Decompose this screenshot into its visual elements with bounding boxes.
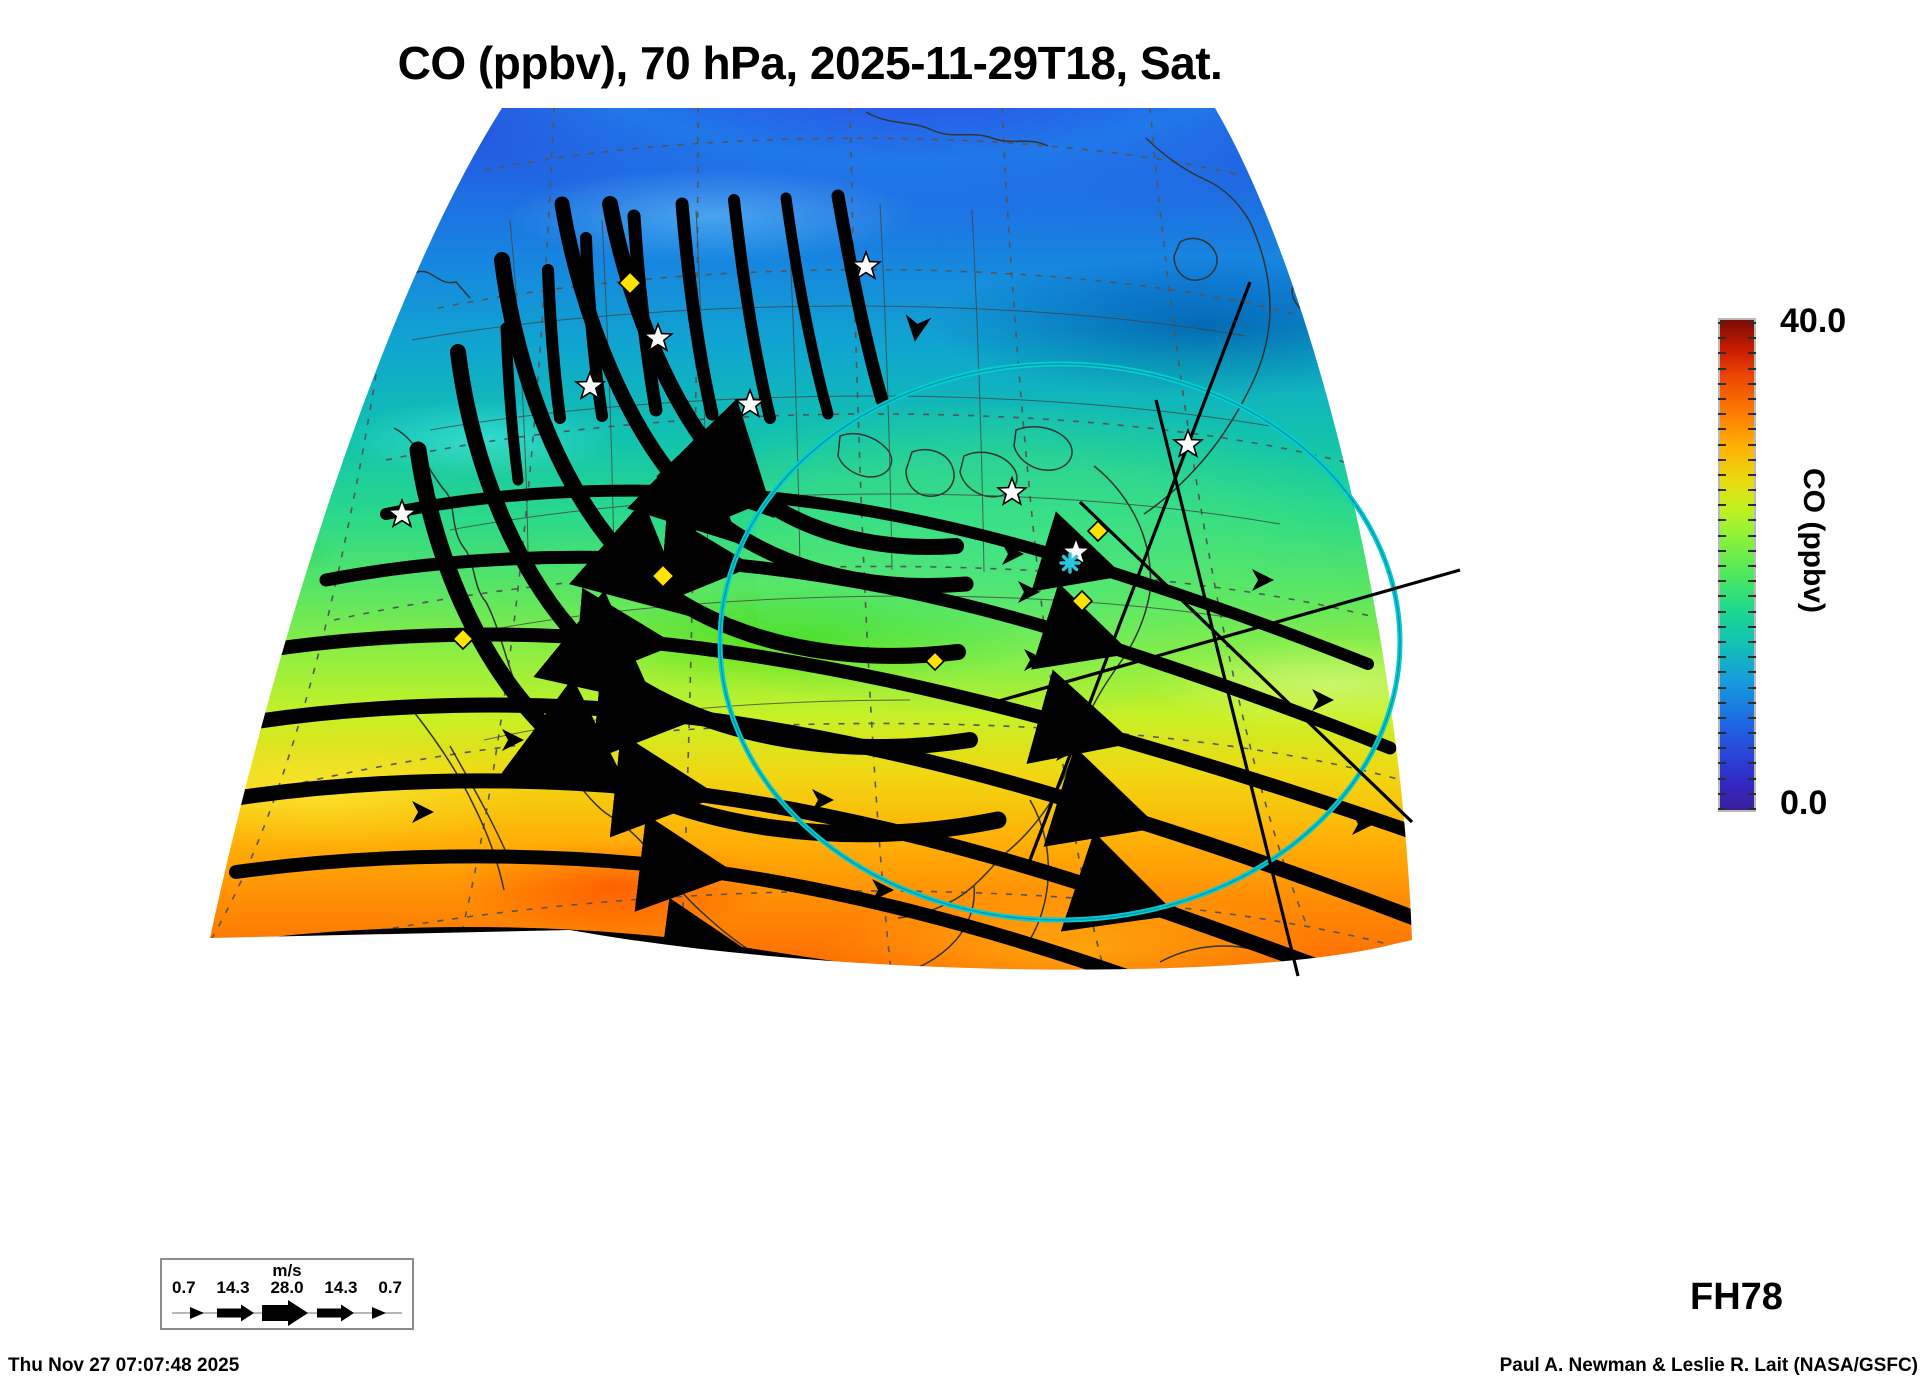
wind-scale-value: 14.3 xyxy=(324,1278,358,1297)
marker-diamond xyxy=(924,650,946,672)
colorbar-max-label: 40.0 xyxy=(1780,302,1847,340)
marker-diamond xyxy=(1070,589,1094,613)
wind-scale-legend: m/s 0.7 14.3 28.0 14.3 0.7 xyxy=(160,1258,414,1330)
marker-star xyxy=(1172,427,1204,459)
target-asterisk-marker xyxy=(1059,552,1081,574)
station-markers-star xyxy=(386,249,1204,567)
range-ring-circle xyxy=(717,361,1403,923)
page-title: CO (ppbv), 70 hPa, 2025-11-29T18, Sat. xyxy=(397,37,1223,89)
station-markers-diamond xyxy=(451,270,1110,672)
marker-star xyxy=(734,387,766,419)
colorbar-min-label: 0.0 xyxy=(1780,784,1828,822)
marker-diamond xyxy=(650,563,676,589)
marker-diamond xyxy=(617,270,643,296)
marker-star xyxy=(996,475,1028,507)
flight-track-lines xyxy=(987,281,1461,977)
wind-unit-label: m/s xyxy=(272,1261,302,1280)
marker-diamond xyxy=(451,627,475,651)
colorbar-group: 40.0 0.0 CO (ppbv) xyxy=(1718,302,1846,822)
marker-star xyxy=(574,369,606,401)
wind-scale-value: 14.3 xyxy=(216,1278,250,1297)
wind-scale-value: 0.7 xyxy=(378,1278,402,1297)
marker-star xyxy=(642,321,674,353)
graticule-parallels xyxy=(246,138,1450,962)
wind-scale-value: 28.0 xyxy=(270,1278,304,1297)
range-ring-circle-shadow xyxy=(719,363,1401,921)
wind-scale-value: 0.7 xyxy=(172,1278,196,1297)
colorbar-gradient xyxy=(1718,318,1756,812)
author-credit: Paul A. Newman & Leslie R. Lait (NASA/GS… xyxy=(1499,1355,1918,1376)
colorbar-axis-label: CO (ppbv) xyxy=(1797,468,1830,613)
wind-scale-arrow-icon xyxy=(172,1300,402,1326)
marker-star xyxy=(850,249,882,281)
annotation-layer xyxy=(386,249,1461,977)
streamline-arrowheads xyxy=(390,288,1374,901)
generation-timestamp: Thu Nov 27 07:07:48 2025 xyxy=(8,1355,240,1376)
marker-star xyxy=(386,497,418,529)
marker-diamond xyxy=(1086,519,1110,543)
forecast-hour-label: FH78 xyxy=(1690,1276,1783,1318)
wind-scale-values: 0.7 14.3 28.0 14.3 0.7 xyxy=(162,1278,412,1298)
map-panel xyxy=(150,100,1470,1000)
